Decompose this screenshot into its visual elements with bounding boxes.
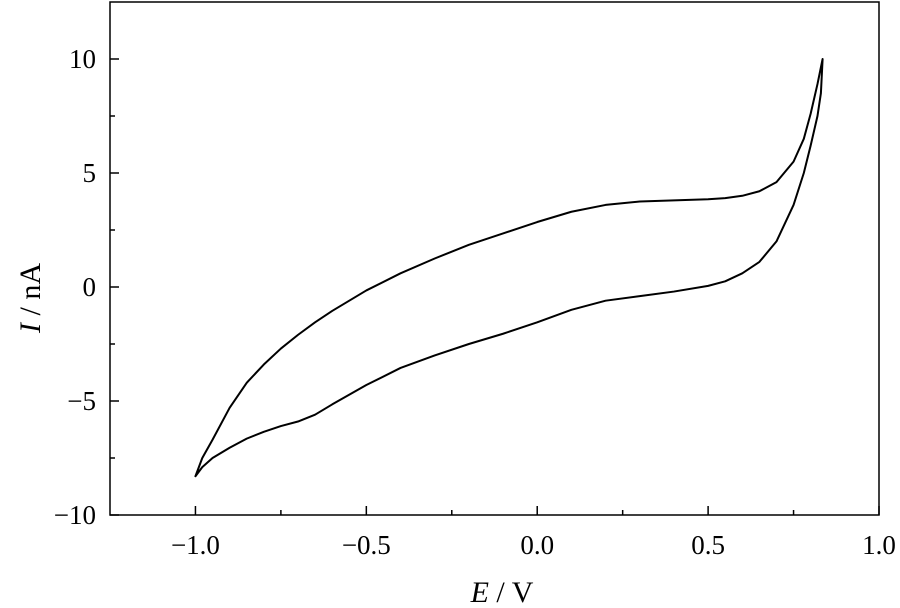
x-tick-labels: −1.0 −0.5 0.0 0.5 1.0 <box>171 530 896 560</box>
x-tick-label: 0.0 <box>520 530 554 560</box>
x-axis-symbol: E <box>470 576 489 608</box>
x-axis-title: E / V <box>470 576 534 608</box>
plot-frame <box>109 1 880 516</box>
major-ticks <box>110 58 880 516</box>
y-tick-label: 5 <box>83 158 97 188</box>
x-tick-label: 1.0 <box>862 530 896 560</box>
y-tick-label: −10 <box>54 500 96 530</box>
x-tick-label: −1.0 <box>171 530 220 560</box>
y-tick-label: 10 <box>69 44 96 74</box>
y-axis-symbol: I <box>14 321 47 334</box>
minor-ticks <box>110 115 795 515</box>
x-axis-unit: / V <box>489 576 534 608</box>
y-axis-title: I / nA <box>14 263 47 334</box>
x-tick-label: 0.5 <box>691 530 725 560</box>
x-tick-label: −0.5 <box>342 530 391 560</box>
cv-curve-line <box>194 58 824 478</box>
y-axis-unit: / nA <box>14 263 47 323</box>
y-tick-label: −5 <box>67 386 96 416</box>
y-tick-label: 0 <box>83 272 97 302</box>
y-tick-labels: −10 −5 0 5 10 <box>54 44 96 530</box>
